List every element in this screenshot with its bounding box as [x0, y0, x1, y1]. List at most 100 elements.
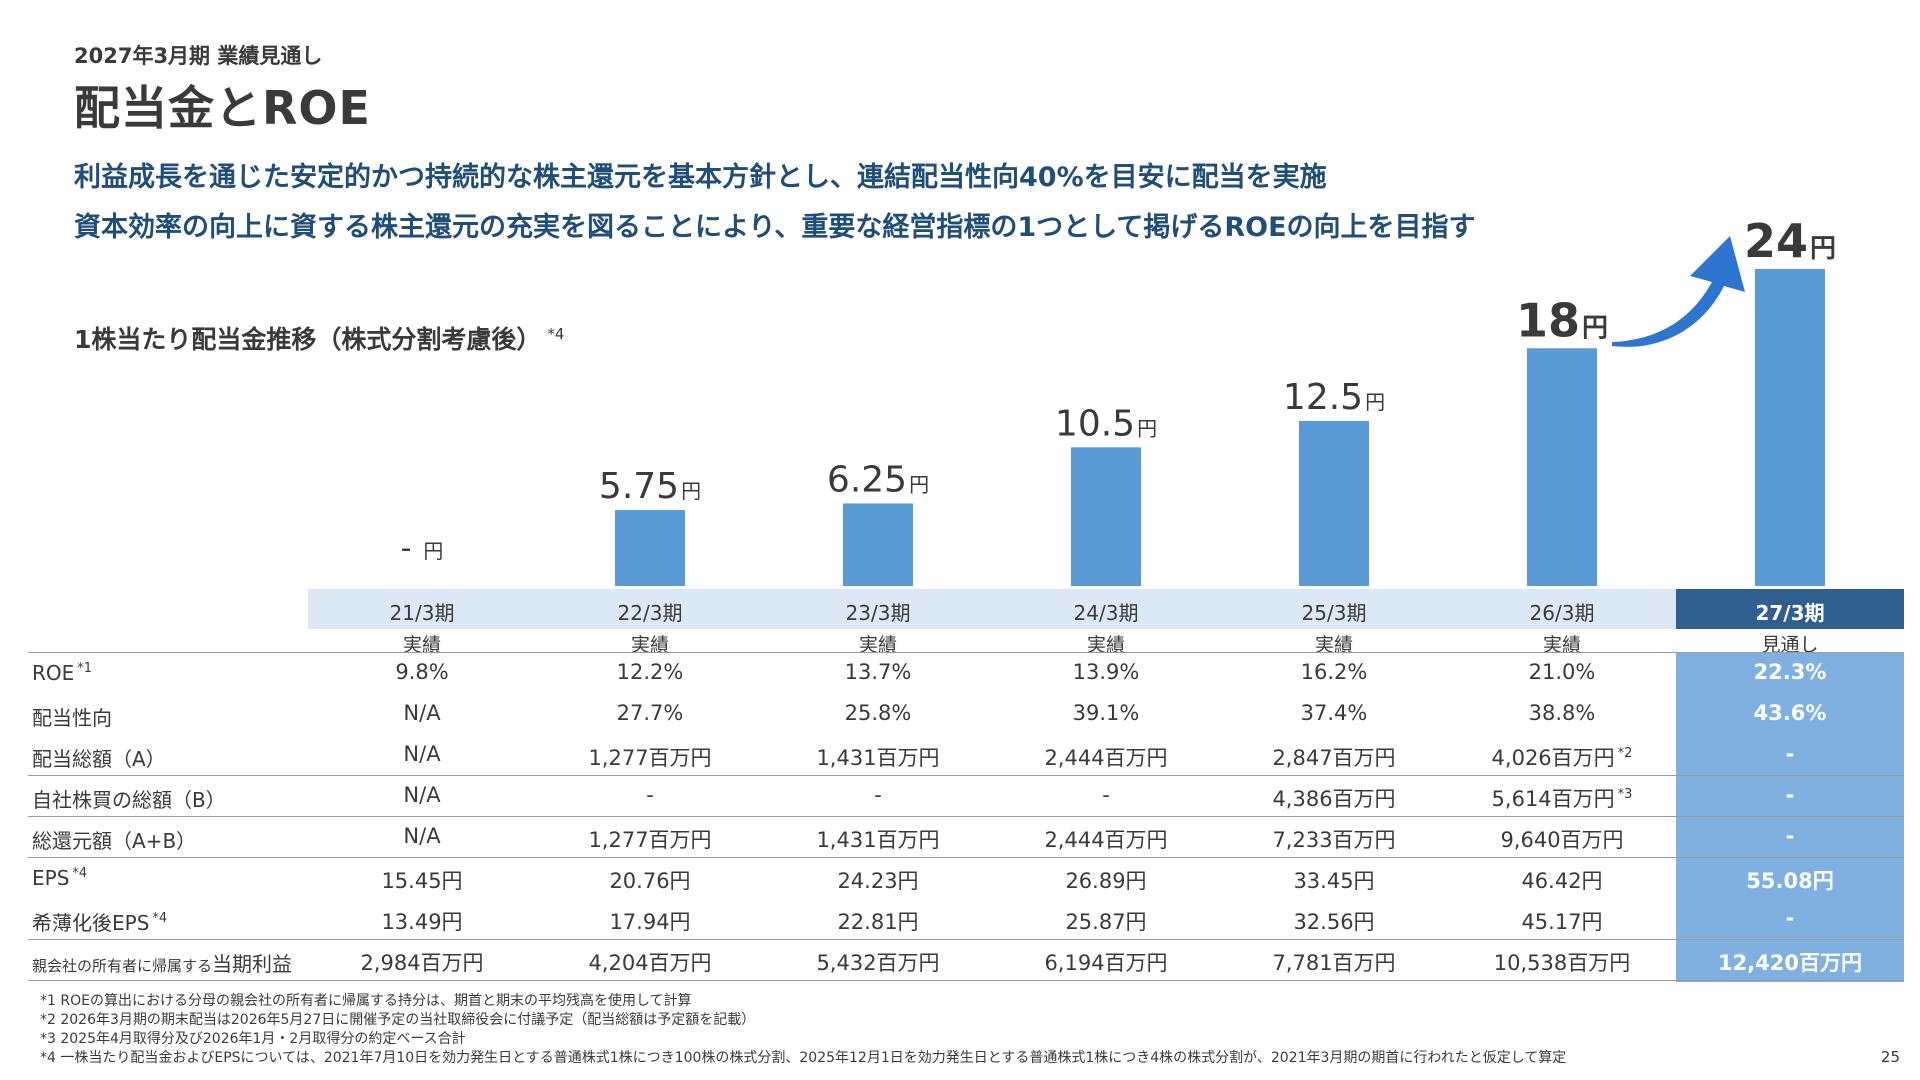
table-cell: 22.81円 [764, 906, 992, 936]
table-cell: 25.8% [764, 701, 992, 725]
value-label-24/3期: 10.5 円 [1055, 403, 1157, 444]
row-divider [28, 775, 1904, 776]
value-label-21/3期: -円 [401, 531, 444, 566]
table-cell: - [1676, 742, 1904, 766]
row-divider [28, 857, 1904, 858]
header-band-forecast [1676, 589, 1904, 629]
table-cell: 22.3% [1676, 660, 1904, 684]
column-header-27/3期: 27/3期 [1755, 601, 1825, 625]
column-header-21/3期: 21/3期 [389, 601, 455, 625]
bar-22/3期 [615, 510, 685, 586]
table-cell: N/A [308, 783, 536, 807]
row-label-text: EPS [32, 866, 70, 890]
table-cell: 13.9% [992, 660, 1220, 684]
table-cell: 13.7% [764, 660, 992, 684]
bar-27/3期 [1755, 269, 1825, 586]
table-cell: 7,233百万円 [1220, 824, 1448, 854]
table-cell: 25.87円 [992, 906, 1220, 936]
table-cell: - [1676, 783, 1904, 807]
table-cell: 26.89円 [992, 865, 1220, 895]
table-cell: 21.0% [1448, 660, 1676, 684]
column-status-23/3期: 実績 [858, 634, 897, 656]
table-cell-value: 9,640百万円 [1500, 828, 1624, 852]
row-divider [28, 652, 1904, 653]
column-status-27/3期: 見通し [1761, 634, 1819, 656]
table-cell: N/A [308, 701, 536, 725]
row-divider [28, 939, 1904, 940]
bar-24/3期 [1071, 447, 1141, 586]
table-cell-value: 22.3% [1753, 660, 1827, 684]
table-cell: N/A [308, 824, 536, 848]
table-cell: 39.1% [992, 701, 1220, 725]
table-cell-value: 45.17円 [1521, 910, 1603, 934]
row-label-text: 希薄化後EPS [32, 911, 150, 935]
table-cell: 17.94円 [536, 906, 764, 936]
column-status-21/3期: 実績 [402, 634, 441, 656]
table-cell-value: - [1102, 783, 1110, 807]
table-cell: 1,431百万円 [764, 742, 992, 772]
table-cell-value: 37.4% [1300, 701, 1368, 725]
value-labels-group: - 円 5.75 円 6.25 円 10.5 円 12.5 円 18円 24円 [401, 214, 1836, 566]
table-cell-value: 26.89円 [1065, 869, 1147, 893]
row-label-note: *1 [77, 661, 93, 677]
table-cell: 4,204百万円 [536, 947, 764, 977]
table-cell-value: 15.45円 [381, 869, 463, 893]
row-label-text: ROE [32, 661, 75, 685]
row-label-note: *4 [72, 866, 88, 882]
table-cell-value: 55.08円 [1746, 869, 1834, 893]
table-cell-value: N/A [403, 742, 441, 766]
table-cell-value: 4,204百万円 [588, 951, 712, 975]
column-header-25/3期: 25/3期 [1301, 601, 1367, 625]
column-header-26/3期: 26/3期 [1529, 601, 1595, 625]
row-label: 総還元額（A+B） [32, 825, 196, 854]
table-cell: - [536, 783, 764, 807]
table-cell: 2,847百万円 [1220, 742, 1448, 772]
table-cell-value: 39.1% [1072, 701, 1140, 725]
row-divider [28, 816, 1904, 817]
value-label-26/3期: 18円 [1516, 293, 1608, 347]
table-cell: 37.4% [1220, 701, 1448, 725]
table-cell-value: 16.2% [1300, 660, 1368, 684]
table-cell: 1,277百万円 [536, 742, 764, 772]
table-cell-value: 17.94円 [609, 910, 691, 934]
row-label-text: 配当性向 [32, 706, 112, 730]
page-title: 配当金とROE [74, 81, 371, 135]
table-cell: 12,420百万円 [1676, 947, 1904, 977]
lead-text-1: 利益成長を通じた安定的かつ持続的な株主還元を基本方針とし、連結配当性向40%を目… [74, 162, 1327, 193]
table-cell-value: 6,194百万円 [1044, 951, 1168, 975]
table-cell-value: 5,614百万円 [1491, 787, 1615, 811]
table-cell-value: - [1785, 783, 1795, 807]
table-cell-value: 12.2% [616, 660, 684, 684]
table-cell-value: 25.8% [844, 701, 912, 725]
table-cell-value: 2,444百万円 [1044, 746, 1168, 770]
table-cell-value: 7,233百万円 [1272, 828, 1396, 852]
table-cell-value: 24.23円 [837, 869, 919, 893]
table-cell-value: 21.0% [1528, 660, 1596, 684]
table-cell-value: 33.45円 [1293, 869, 1375, 893]
column-status-25/3期: 実績 [1314, 634, 1353, 656]
table-cell-value: 7,781百万円 [1272, 951, 1396, 975]
table-cell: 12.2% [536, 660, 764, 684]
footnote-1: *1 ROEの算出における分母の親会社の所有者に帰属する持分は、期首と期末の平均… [40, 993, 692, 1009]
column-status-24/3期: 実績 [1086, 634, 1125, 656]
table-cell-note: *3 [1617, 787, 1633, 802]
column-status-22/3期: 実績 [630, 634, 669, 656]
table-cell-value: 1,277百万円 [588, 746, 712, 770]
table-cell-value: 4,026百万円 [1491, 746, 1615, 770]
table-cell-value: 9.8% [395, 660, 449, 684]
row-label: 自社株買の総額（B） [32, 784, 226, 813]
table-cell: 33.45円 [1220, 865, 1448, 895]
table-cell-value: - [874, 783, 882, 807]
table-cell: - [764, 783, 992, 807]
table-cell-value: 5,432百万円 [816, 951, 940, 975]
row-label: 親会社の所有者に帰属する当期利益 [32, 948, 292, 977]
row-label-text: 総還元額（A+B） [32, 829, 197, 853]
table-cell-value: N/A [403, 701, 441, 725]
table-cell-value: 4,386百万円 [1272, 787, 1396, 811]
table-cell: 20.76円 [536, 865, 764, 895]
bar-23/3期 [843, 503, 913, 586]
table-cell: 16.2% [1220, 660, 1448, 684]
table-cell-value: 12,420百万円 [1717, 951, 1863, 975]
table-cell: 43.6% [1676, 701, 1904, 725]
table-cell-value: - [1785, 824, 1795, 848]
